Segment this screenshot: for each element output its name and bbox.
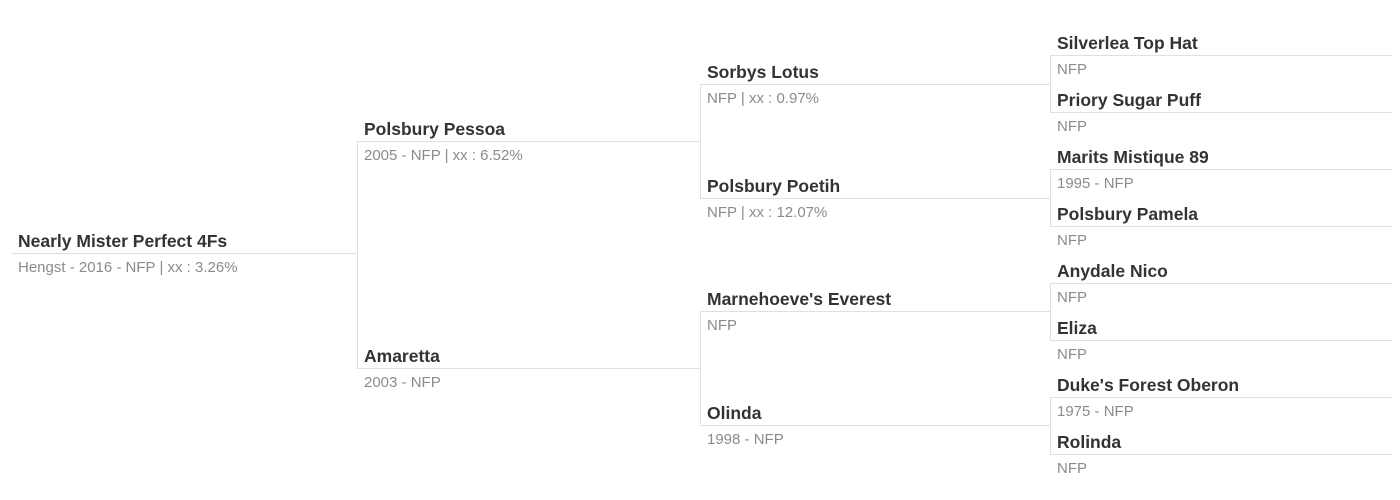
horse-details: 2003 - NFP — [364, 374, 441, 391]
connector-line — [1050, 397, 1051, 455]
horse-details: NFP — [707, 317, 737, 334]
connector-line — [1050, 169, 1051, 227]
horse-name-link[interactable]: Silverlea Top Hat — [1050, 32, 1392, 56]
node-g3-1: Sorbys Lotus NFP | xx : 0.97% — [700, 61, 1050, 108]
horse-name-link[interactable]: Rolinda — [1050, 431, 1392, 455]
connector-line — [1050, 283, 1051, 341]
connector-line — [700, 311, 701, 425]
node-g4-8: Rolinda NFP — [1050, 431, 1392, 478]
node-g4-3: Marits Mistique 89 1995 - NFP — [1050, 146, 1392, 193]
node-g4-4: Polsbury Pamela NFP — [1050, 203, 1392, 250]
horse-name-link[interactable]: Priory Sugar Puff — [1050, 89, 1392, 113]
horse-details: 1995 - NFP — [1057, 175, 1134, 192]
horse-name-link[interactable]: Marnehoeve's Everest — [700, 288, 1050, 312]
node-g2-dam: Amaretta 2003 - NFP — [357, 345, 700, 392]
horse-name-link[interactable]: Anydale Nico — [1050, 260, 1392, 284]
node-g4-7: Duke's Forest Oberon 1975 - NFP — [1050, 374, 1392, 421]
horse-name-link[interactable]: Nearly Mister Perfect 4Fs — [11, 230, 357, 254]
horse-name-link[interactable]: Olinda — [700, 402, 1050, 426]
horse-details: NFP — [1057, 118, 1087, 135]
horse-details: NFP | xx : 0.97% — [707, 90, 819, 107]
horse-details: 1998 - NFP — [707, 431, 784, 448]
node-g4-5: Anydale Nico NFP — [1050, 260, 1392, 307]
horse-name-link[interactable]: Polsbury Pamela — [1050, 203, 1392, 227]
horse-name-link[interactable]: Polsbury Pessoa — [357, 118, 700, 142]
connector-line — [357, 141, 358, 369]
horse-details: 1975 - NFP — [1057, 403, 1134, 420]
horse-name-link[interactable]: Eliza — [1050, 317, 1392, 341]
horse-details: NFP | xx : 12.07% — [707, 204, 828, 221]
connector-line — [1050, 55, 1051, 113]
horse-name-link[interactable]: Amaretta — [357, 345, 700, 369]
node-g3-3: Marnehoeve's Everest NFP — [700, 288, 1050, 335]
horse-name-link[interactable]: Marits Mistique 89 — [1050, 146, 1392, 170]
horse-name-link[interactable]: Polsbury Poetih — [700, 175, 1050, 199]
node-g4-6: Eliza NFP — [1050, 317, 1392, 364]
node-g3-2: Polsbury Poetih NFP | xx : 12.07% — [700, 175, 1050, 222]
horse-name-link[interactable]: Sorbys Lotus — [700, 61, 1050, 85]
node-root: Nearly Mister Perfect 4Fs Hengst - 2016 … — [11, 230, 357, 277]
node-g4-2: Priory Sugar Puff NFP — [1050, 89, 1392, 136]
horse-details: 2005 - NFP | xx : 6.52% — [364, 147, 523, 164]
connector-line — [700, 84, 701, 198]
horse-details: NFP — [1057, 289, 1087, 306]
node-g3-4: Olinda 1998 - NFP — [700, 402, 1050, 449]
node-g4-1: Silverlea Top Hat NFP — [1050, 32, 1392, 79]
horse-details: NFP — [1057, 460, 1087, 477]
horse-name-link[interactable]: Duke's Forest Oberon — [1050, 374, 1392, 398]
horse-details: NFP — [1057, 61, 1087, 78]
horse-details: NFP — [1057, 346, 1087, 363]
horse-details: NFP — [1057, 232, 1087, 249]
horse-details: Hengst - 2016 - NFP | xx : 3.26% — [18, 259, 238, 276]
node-g2-sire: Polsbury Pessoa 2005 - NFP | xx : 6.52% — [357, 118, 700, 165]
